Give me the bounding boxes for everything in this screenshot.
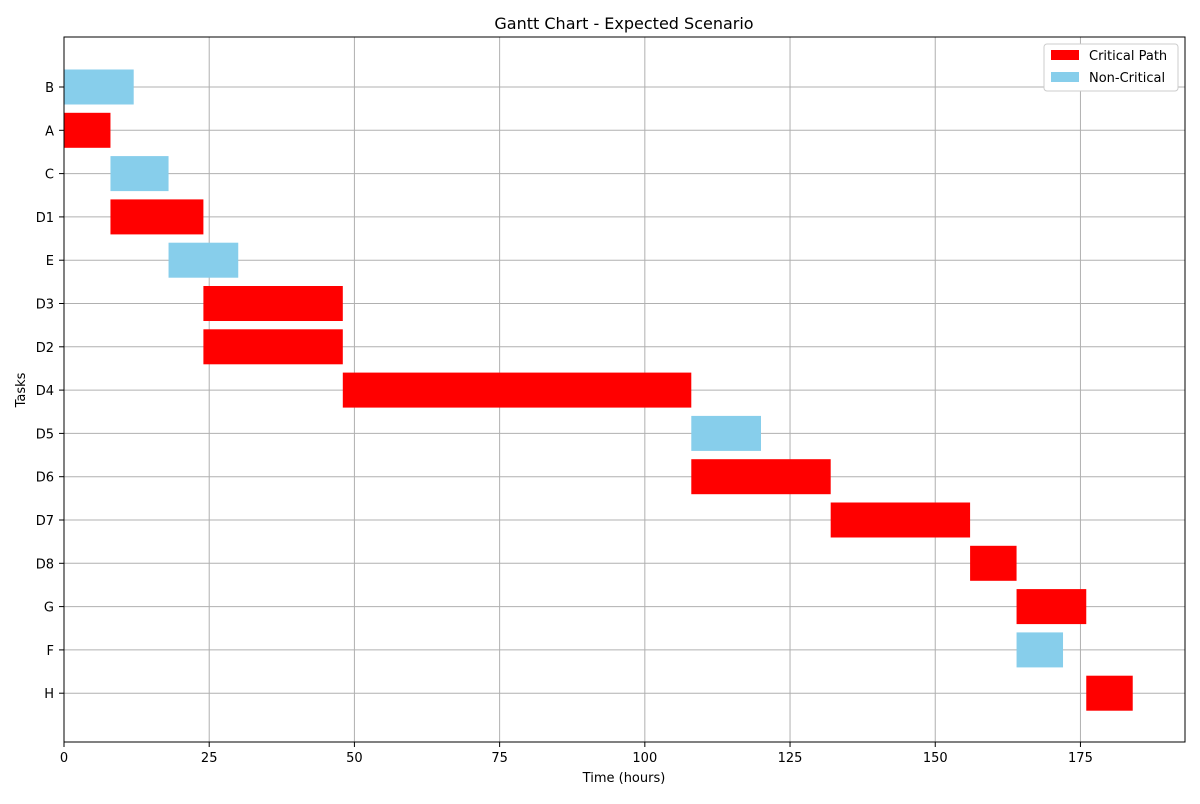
legend-swatch-critical (1051, 50, 1079, 60)
x-tick-label: 25 (201, 751, 218, 766)
y-tick-layer: B A C D1 E D3 D2 D4 D5 D6 D7 D8 G F H (36, 81, 64, 702)
x-tick-label: 150 (923, 751, 948, 766)
y-tick-label: D1 (36, 211, 54, 226)
task-bar-d5 (691, 415, 761, 451)
legend-label-critical: Critical Path (1089, 49, 1167, 64)
task-bar-b (64, 69, 134, 105)
task-bar-d2 (203, 329, 343, 365)
y-tick-label: G (44, 601, 54, 616)
x-tick-label: 75 (491, 751, 508, 766)
bar-layer (64, 69, 1133, 711)
task-bar-a (64, 112, 111, 148)
task-bar-d1 (110, 199, 204, 235)
task-bar-d8 (970, 545, 1017, 581)
x-tick-label: 125 (778, 751, 803, 766)
y-tick-label: D5 (36, 427, 54, 442)
task-bar-d4 (342, 372, 692, 408)
x-axis-label: Time (hours) (582, 771, 666, 786)
task-bar-c (110, 156, 169, 192)
legend-swatch-non-critical (1051, 72, 1079, 82)
y-tick-label: D6 (36, 471, 54, 486)
y-axis-label: Tasks (14, 372, 29, 408)
task-bar-e (168, 242, 239, 278)
y-tick-label: B (45, 81, 54, 96)
x-tick-layer: 0 25 50 75 100 125 150 175 (60, 742, 1093, 766)
y-tick-label: F (47, 644, 54, 659)
task-bar-g (1016, 589, 1087, 625)
task-bar-d6 (691, 459, 831, 495)
legend-label-non-critical: Non-Critical (1089, 71, 1165, 86)
y-tick-label: A (45, 124, 54, 139)
task-bar-d7 (830, 502, 971, 538)
y-tick-label: D4 (36, 384, 54, 399)
y-tick-label: D8 (36, 557, 54, 572)
chart-title: Gantt Chart - Expected Scenario (494, 14, 753, 33)
y-tick-label: E (46, 254, 54, 269)
task-bar-h (1086, 675, 1133, 711)
x-tick-label: 50 (346, 751, 363, 766)
grid-layer (63, 37, 1185, 742)
y-tick-label: D7 (36, 514, 54, 529)
y-tick-label: H (44, 687, 54, 702)
plot-frame (63, 36, 1186, 743)
y-tick-label: D2 (36, 341, 54, 356)
y-tick-label: C (45, 168, 54, 183)
x-tick-label: 175 (1068, 751, 1093, 766)
x-tick-label: 100 (632, 751, 657, 766)
legend: Critical Path Non-Critical (1043, 43, 1179, 92)
y-tick-label: D3 (36, 298, 54, 313)
task-bar-f (1016, 632, 1064, 668)
x-tick-label: 0 (60, 751, 68, 766)
task-bar-d3 (203, 286, 343, 321)
